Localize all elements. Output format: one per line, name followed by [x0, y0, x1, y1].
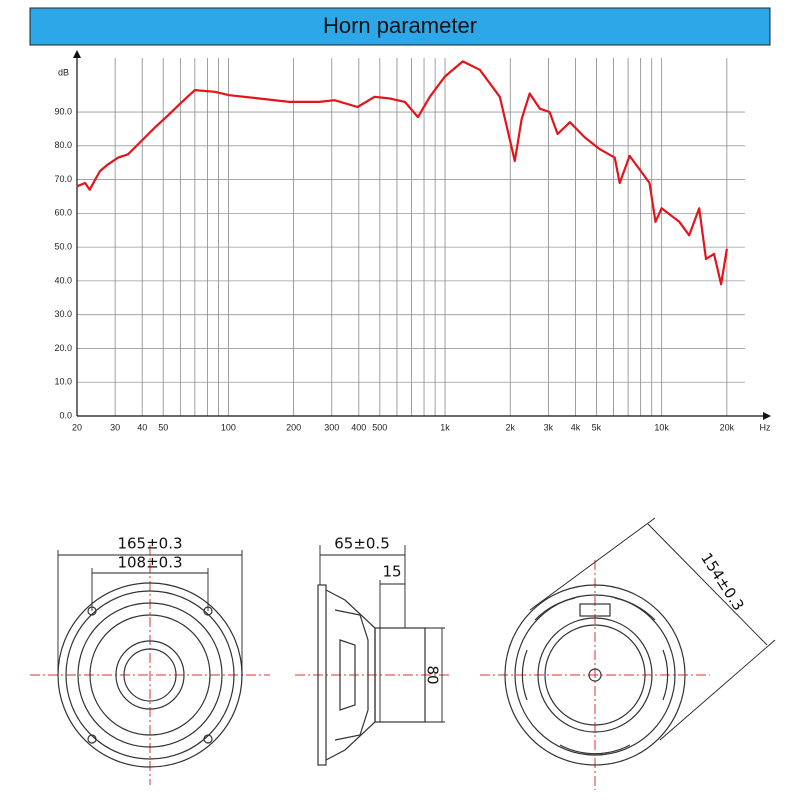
x-tick-label: 30	[110, 422, 120, 432]
x-tick-label: 20k	[720, 422, 735, 432]
dimension-label: 165±0.3	[117, 535, 182, 553]
y-axis-arrow	[73, 50, 81, 58]
chart: 0.0 10.0 20.0 30.0 40.0 50.0 60.0 70.0 80.0 90.0 2…	[54, 50, 771, 432]
front-view	[30, 545, 270, 785]
x-tick-label: 2k	[505, 422, 515, 432]
y-tick-label: 40.0	[54, 275, 72, 285]
chart-title: Horn parameter	[323, 13, 477, 38]
x-tick-label: 5k	[592, 422, 602, 432]
x-tick-label: 4k	[571, 422, 581, 432]
x-tick-label: 40	[137, 422, 147, 432]
y-tick-label: 80.0	[54, 140, 72, 150]
x-tick-label: 200	[286, 422, 301, 432]
back-view	[480, 517, 776, 790]
x-tick-label: 300	[324, 422, 339, 432]
x-tick-label: 3k	[544, 422, 554, 432]
y-axis-label: dB	[58, 67, 69, 77]
title-bar	[29, 7, 771, 46]
dimension-label: 80	[424, 665, 442, 684]
x-tick-label: 100	[221, 422, 236, 432]
x-axis-arrow	[763, 412, 771, 420]
x-tick-label: 1k	[440, 422, 450, 432]
x-axis-label: Hz	[760, 422, 771, 432]
y-tick-label: 60.0	[54, 208, 72, 218]
y-tick-label: 20.0	[54, 343, 72, 353]
y-tick-label: 0.0	[59, 410, 72, 420]
side-view	[295, 545, 450, 766]
y-tick-label: 90.0	[54, 106, 72, 116]
x-tick-label: 10k	[654, 422, 669, 432]
response-line	[76, 60, 728, 286]
y-tick-label: 30.0	[54, 309, 72, 319]
dimension-label: 65±0.5	[334, 535, 390, 553]
dimension-label: 15	[382, 563, 401, 581]
plot-area	[77, 58, 765, 416]
x-tick-label: 20	[72, 422, 82, 432]
x-tick-label: 50	[158, 422, 168, 432]
x-tick-label: 400	[351, 422, 366, 432]
y-tick-label: 70.0	[54, 174, 72, 184]
y-tick-label: 10.0	[54, 377, 72, 387]
y-tick-label: 50.0	[54, 242, 72, 252]
dimension-label: 108±0.3	[117, 554, 182, 572]
x-tick-label: 500	[372, 422, 387, 432]
